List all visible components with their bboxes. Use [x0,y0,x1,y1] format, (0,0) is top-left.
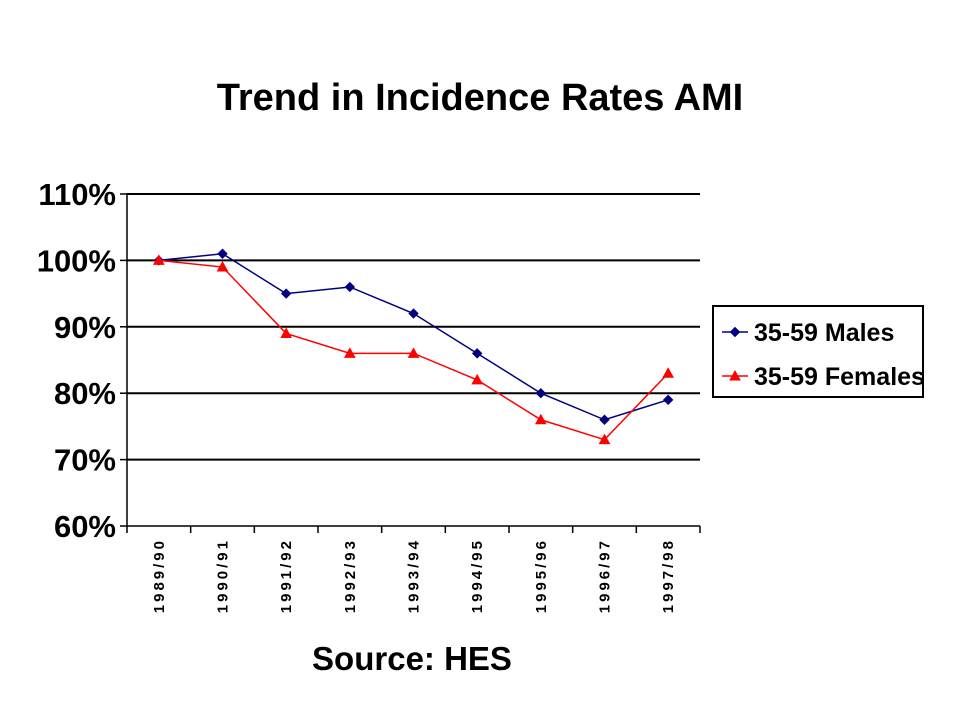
legend-label-1: 35-59 Males [754,319,894,347]
chart-title: Trend in Incidence Rates AMI [217,77,744,119]
series-2-point [407,347,420,358]
y-tick-label: 110% [38,177,116,212]
series-1-point [535,387,547,399]
series-1-point [217,248,228,259]
series [152,248,675,445]
legend-label-2: 35-59 Females [754,363,925,391]
x-tick-label: 1992/93 [342,538,359,613]
x-tick-label: 1990/91 [215,538,232,613]
legend-marker-1 [729,326,741,338]
axes [126,194,700,527]
series-2-point [598,433,611,445]
y-tick-label: 100% [37,243,116,278]
x-tick-label: 1993/94 [406,538,423,613]
x-axis-ticks: 1989/90 1990/91 1991/92 1992/93 1993/94 1994/… [126,526,701,613]
series-2-point [662,367,675,378]
legend-marker-2 [729,369,741,381]
legend: 35-59 Males 35-59 Females [712,305,925,398]
series-1-point [280,288,292,299]
y-tick-label: 90% [54,310,116,345]
y-axis-ticks: 110% 100% 90% 80% 70% 60% [37,177,127,544]
series-1-point [599,414,610,425]
legend-box [712,305,924,398]
x-tick-label: 1995/96 [533,538,550,613]
series-1-point [662,394,674,406]
series-1-point [344,281,356,293]
x-tick-label: 1996/97 [597,538,614,613]
x-tick-label: 1991/92 [278,538,295,613]
series-2-point [280,327,293,338]
y-tick-label: 60% [54,509,116,544]
series-2-point [216,261,229,272]
grid [127,193,700,461]
series-2-point [471,373,484,385]
series-line-1 [158,252,669,421]
series-2-point [343,347,356,358]
source-label: Source: HES [312,640,512,677]
series-1-point [471,348,483,359]
series-1-point [408,308,419,319]
series-2-point [152,254,165,265]
y-tick-label: 80% [54,376,116,411]
y-tick-label: 70% [54,443,116,478]
x-tick-label: 1997/98 [660,538,677,613]
x-tick-label: 1994/95 [469,538,486,613]
series-2-point [534,413,547,425]
x-tick-label: 1989/90 [151,538,168,613]
